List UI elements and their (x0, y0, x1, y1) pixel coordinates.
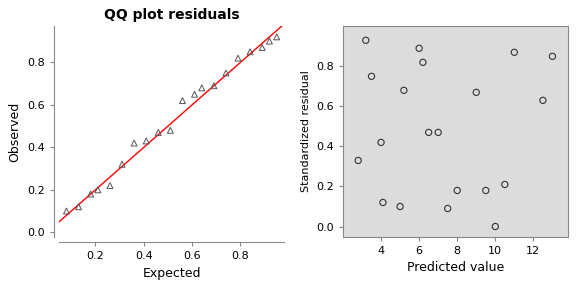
Point (481, 188, 490, 193)
Point (50, 230, 59, 235)
Point (367, 74, 376, 79)
Point (377, 140, 386, 145)
Point (142, 139, 151, 143)
Point (548, 54, 557, 59)
Point (272, 35, 281, 39)
Point (190, 92, 199, 96)
Point (378, 200, 388, 205)
Point (166, 128, 175, 133)
Point (178, 98, 187, 103)
Point (93, 187, 103, 192)
Point (197, 86, 206, 90)
Point (62, 209, 71, 213)
Point (418, 60, 427, 65)
Point (443, 206, 452, 211)
Point (500, 182, 509, 187)
Point (86, 192, 95, 196)
Y-axis label: Standardized residual: Standardized residual (301, 71, 310, 192)
Point (424, 130, 433, 135)
Title: QQ plot residuals: QQ plot residuals (104, 8, 240, 22)
Point (257, 45, 267, 50)
Point (396, 204, 405, 209)
Point (209, 84, 218, 88)
Point (245, 50, 255, 54)
Point (472, 90, 481, 95)
Point (74, 204, 83, 209)
Point (510, 50, 519, 55)
Point (399, 88, 408, 93)
Point (221, 71, 230, 75)
Point (539, 98, 548, 103)
X-axis label: Predicted value: Predicted value (407, 261, 504, 274)
Point (118, 162, 127, 167)
Point (434, 130, 443, 135)
Point (130, 141, 139, 145)
Point (154, 130, 163, 135)
Point (491, 224, 500, 229)
Point (453, 188, 462, 193)
X-axis label: Expected: Expected (142, 267, 201, 280)
Point (233, 56, 242, 60)
Point (361, 38, 370, 43)
Point (105, 183, 115, 188)
Point (415, 46, 424, 51)
Point (265, 39, 274, 43)
Point (354, 158, 363, 163)
Y-axis label: Observed: Observed (8, 101, 21, 162)
